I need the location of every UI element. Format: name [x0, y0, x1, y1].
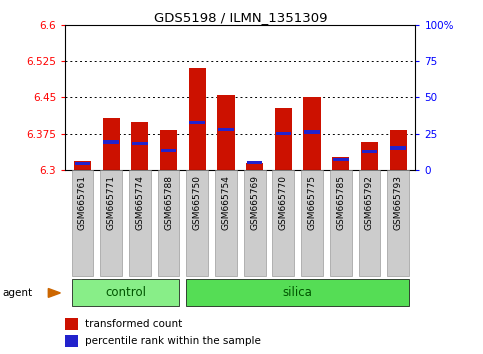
FancyBboxPatch shape — [100, 170, 122, 276]
Text: GSM665792: GSM665792 — [365, 175, 374, 230]
Bar — [304, 131, 320, 134]
Text: agent: agent — [2, 288, 32, 298]
Text: GSM665793: GSM665793 — [394, 175, 403, 230]
Bar — [160, 130, 177, 170]
Text: control: control — [105, 286, 146, 299]
Bar — [390, 130, 407, 170]
Polygon shape — [48, 289, 60, 297]
Bar — [74, 161, 91, 170]
Bar — [65, 335, 78, 347]
FancyBboxPatch shape — [301, 170, 323, 276]
Bar — [303, 97, 321, 170]
FancyBboxPatch shape — [330, 170, 352, 276]
Text: GSM665771: GSM665771 — [107, 175, 115, 230]
FancyBboxPatch shape — [157, 170, 180, 276]
Text: silica: silica — [283, 286, 313, 299]
Text: GSM665769: GSM665769 — [250, 175, 259, 230]
FancyBboxPatch shape — [215, 170, 237, 276]
Bar — [333, 158, 349, 161]
FancyBboxPatch shape — [71, 170, 93, 276]
Text: percentile rank within the sample: percentile rank within the sample — [85, 336, 261, 346]
Bar — [218, 128, 234, 131]
Bar — [247, 161, 262, 164]
FancyBboxPatch shape — [358, 170, 381, 276]
Bar — [362, 150, 377, 153]
Text: GSM665774: GSM665774 — [135, 175, 144, 230]
FancyBboxPatch shape — [186, 170, 208, 276]
Bar — [189, 121, 205, 124]
Text: GSM665754: GSM665754 — [221, 175, 230, 230]
Bar — [332, 157, 349, 170]
Text: GDS5198 / ILMN_1351309: GDS5198 / ILMN_1351309 — [154, 11, 327, 24]
Bar — [246, 162, 263, 170]
Bar — [189, 68, 206, 170]
Bar — [275, 108, 292, 170]
Bar — [217, 95, 235, 170]
Text: GSM665770: GSM665770 — [279, 175, 288, 230]
Text: GSM665750: GSM665750 — [193, 175, 202, 230]
FancyBboxPatch shape — [387, 170, 409, 276]
FancyBboxPatch shape — [71, 279, 180, 307]
Bar — [102, 118, 120, 170]
Bar — [65, 318, 78, 330]
Bar — [131, 121, 148, 170]
Text: transformed count: transformed count — [85, 319, 182, 329]
FancyBboxPatch shape — [244, 170, 266, 276]
FancyBboxPatch shape — [129, 170, 151, 276]
Text: GSM665788: GSM665788 — [164, 175, 173, 230]
Bar — [390, 147, 406, 150]
Text: GSM665761: GSM665761 — [78, 175, 87, 230]
Bar — [276, 132, 291, 135]
Text: GSM665775: GSM665775 — [308, 175, 316, 230]
Bar — [103, 140, 119, 144]
Bar — [132, 142, 148, 145]
FancyBboxPatch shape — [186, 279, 409, 307]
Bar — [361, 142, 378, 170]
Text: GSM665785: GSM665785 — [336, 175, 345, 230]
Bar — [75, 162, 90, 165]
Bar — [161, 149, 176, 152]
FancyBboxPatch shape — [272, 170, 294, 276]
